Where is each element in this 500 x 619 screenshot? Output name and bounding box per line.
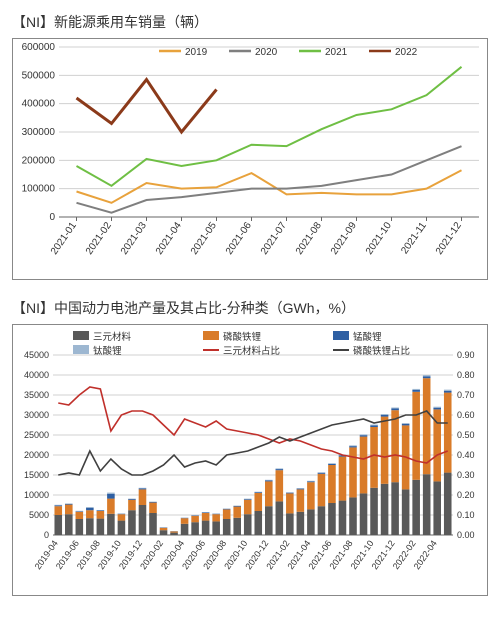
- chart1-container: 0 100000 200000 300000 400000 500000 600000 202…: [12, 38, 488, 280]
- svg-text:三元材料: 三元材料: [93, 331, 132, 343]
- svg-text:2021-12: 2021-12: [434, 220, 464, 257]
- svg-text:2021: 2021: [325, 47, 348, 58]
- svg-text:45000: 45000: [24, 350, 49, 360]
- svg-text:0: 0: [44, 530, 49, 540]
- svg-text:0.10: 0.10: [457, 510, 475, 520]
- svg-text:2022: 2022: [395, 47, 418, 58]
- svg-text:100000: 100000: [22, 184, 56, 195]
- svg-text:0.40: 0.40: [457, 450, 475, 460]
- svg-text:0.30: 0.30: [457, 470, 475, 480]
- svg-text:0: 0: [49, 212, 55, 223]
- svg-text:钛酸锂: 钛酸锂: [93, 345, 122, 357]
- svg-text:2021-07: 2021-07: [259, 220, 289, 257]
- svg-text:0.60: 0.60: [457, 410, 475, 420]
- svg-text:0.80: 0.80: [457, 370, 475, 380]
- svg-text:2021-06: 2021-06: [224, 220, 254, 257]
- svg-text:600000: 600000: [22, 42, 56, 53]
- svg-text:2021-11: 2021-11: [399, 220, 429, 256]
- svg-text:2021-02: 2021-02: [84, 220, 114, 257]
- svg-text:10000: 10000: [24, 490, 49, 500]
- svg-text:2019: 2019: [185, 47, 208, 58]
- svg-text:35000: 35000: [24, 390, 49, 400]
- svg-text:40000: 40000: [24, 370, 49, 380]
- svg-text:0.90: 0.90: [457, 350, 475, 360]
- svg-text:磷酸铁锂占比: 磷酸铁锂占比: [353, 345, 410, 357]
- svg-text:2021-03: 2021-03: [119, 220, 149, 257]
- svg-text:400000: 400000: [22, 99, 56, 110]
- svg-text:25000: 25000: [24, 430, 49, 440]
- svg-text:2021-09: 2021-09: [329, 220, 359, 257]
- svg-text:5000: 5000: [29, 510, 49, 520]
- svg-text:2021-05: 2021-05: [189, 220, 219, 257]
- svg-text:30000: 30000: [24, 410, 49, 420]
- svg-text:0.20: 0.20: [457, 490, 475, 500]
- svg-text:20000: 20000: [24, 450, 49, 460]
- svg-text:2021-10: 2021-10: [364, 220, 394, 257]
- chart2-svg: 0 5000 10000 15000 20000 25000 30000 35000 40000…: [13, 325, 487, 595]
- svg-text:200000: 200000: [22, 155, 56, 166]
- svg-text:三元材料占比: 三元材料占比: [223, 345, 280, 357]
- svg-text:300000: 300000: [22, 127, 56, 138]
- chart2-container: 0 5000 10000 15000 20000 25000 30000 35000 40000…: [12, 324, 488, 596]
- svg-text:2020: 2020: [255, 47, 278, 58]
- svg-text:2021-08: 2021-08: [294, 220, 324, 257]
- chart1-svg: 0 100000 200000 300000 400000 500000 600000 202…: [13, 39, 487, 279]
- svg-text:500000: 500000: [22, 70, 56, 81]
- chart1-title: 【NI】新能源乘用车销量（辆）: [12, 12, 488, 32]
- svg-text:磷酸铁锂: 磷酸铁锂: [223, 331, 262, 343]
- svg-text:0.70: 0.70: [457, 390, 475, 400]
- chart2-title: 【NI】中国动力电池产量及其占比-分种类（GWh，%）: [12, 298, 488, 318]
- svg-text:0.00: 0.00: [457, 530, 475, 540]
- svg-text:0.50: 0.50: [457, 430, 475, 440]
- svg-text:2021-04: 2021-04: [154, 220, 184, 257]
- svg-text:锰酸锂: 锰酸锂: [353, 331, 382, 343]
- svg-text:15000: 15000: [24, 470, 49, 480]
- svg-text:2021-01: 2021-01: [49, 220, 79, 257]
